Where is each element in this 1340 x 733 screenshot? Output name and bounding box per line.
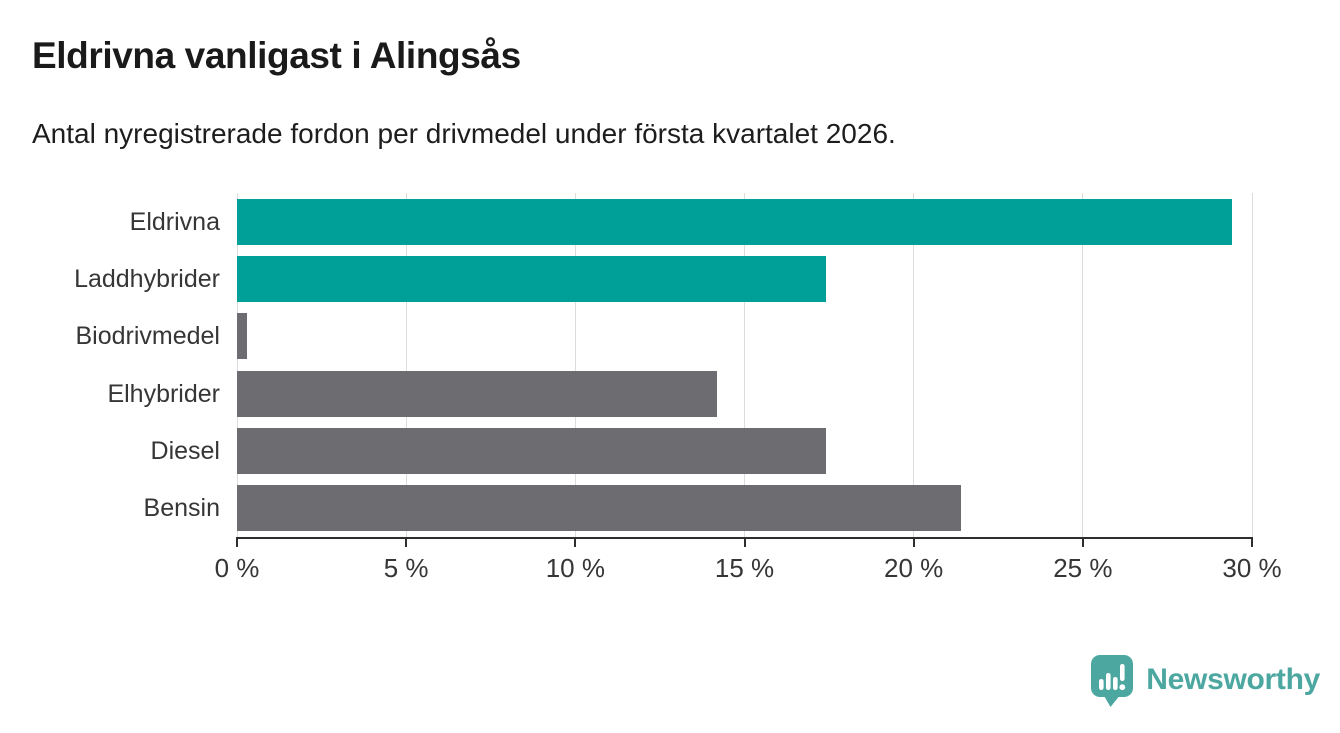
- x-axis-label-0: 0 %: [214, 553, 260, 583]
- x-axis-label-25: 25 %: [1053, 553, 1113, 583]
- bar-biodrivmedel: [237, 313, 248, 360]
- category-label-biodrivmedel: Biodrivmedel: [75, 322, 220, 351]
- category-label-elhybrider: Elhybrider: [107, 379, 220, 408]
- bar-elhybrider: [237, 370, 718, 417]
- x-axis-tick-30: [1251, 539, 1253, 547]
- x-axis-line: [236, 537, 1253, 539]
- bar-bensin: [237, 485, 962, 532]
- category-label-bensin: Bensin: [143, 494, 220, 523]
- bar-chart: Eldrivna Laddhybrider Biodrivmedel Elhybrid…: [74, 193, 1282, 583]
- x-axis-label-15: 15 %: [714, 553, 775, 583]
- x-axis-tick-15: [743, 539, 746, 547]
- bar-diesel: [237, 428, 826, 474]
- gridline-10%: [574, 193, 576, 537]
- category-label-eldrivna: Eldrivna: [129, 207, 220, 236]
- bar-laddhybrider: [237, 256, 826, 302]
- x-axis-tick-25: [1081, 539, 1084, 547]
- x-axis-tick-5: [405, 539, 408, 547]
- gridline-25%: [1082, 193, 1084, 537]
- newsworthy-logo-icon: [1091, 654, 1134, 707]
- page-subtitle: Antal nyregistrerade fordon per drivmede…: [32, 118, 896, 149]
- bar-eldrivna: [237, 198, 1232, 245]
- page-title: Eldrivna vanligast i Alingsås: [32, 35, 521, 76]
- gridline-20%: [913, 193, 915, 537]
- brand-name: Newsworthy: [1146, 663, 1320, 696]
- brand-logo: Newsworthy: [1090, 651, 1320, 709]
- x-axis-label-5: 5 %: [383, 553, 429, 583]
- x-axis-label-20: 20 %: [884, 553, 944, 583]
- x-axis-tick-0: [236, 539, 238, 547]
- gridline-5%: [405, 193, 407, 537]
- x-axis-tick-20: [912, 539, 915, 547]
- x-axis-label-10: 10 %: [545, 553, 605, 583]
- category-label-laddhybrider: Laddhybrider: [74, 265, 220, 293]
- x-axis-label-30: 30 %: [1222, 553, 1282, 583]
- gridline-30%: [1251, 193, 1253, 537]
- gridline-0%: [236, 193, 238, 537]
- x-axis-tick-10: [574, 539, 577, 547]
- gridline-15%: [744, 193, 745, 537]
- category-label-diesel: Diesel: [150, 437, 220, 465]
